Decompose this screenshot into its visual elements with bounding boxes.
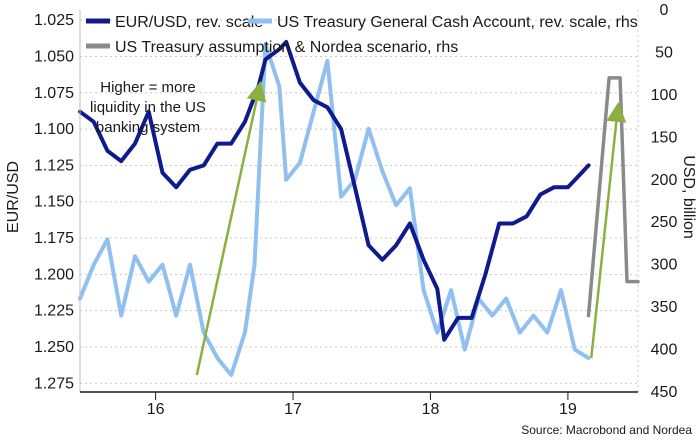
legend-label-scenario: US Treasury assumption & Nordea scenario… bbox=[115, 39, 458, 56]
right-tick-label: 300 bbox=[651, 257, 678, 274]
right-tick-label: 450 bbox=[651, 384, 678, 401]
legend: EUR/USD, rev. scale US Treasury General … bbox=[86, 14, 638, 56]
axes-layer bbox=[79, 10, 638, 393]
trend-arrow bbox=[195, 80, 267, 376]
right-tick-label: 350 bbox=[651, 299, 678, 316]
left-tick-label: 1.250 bbox=[34, 339, 74, 356]
annotation: Higher = more liquidity in the US bankin… bbox=[90, 79, 206, 136]
arrows-layer bbox=[195, 80, 627, 376]
source-note: Source: Macrobond and Nordea bbox=[521, 423, 692, 437]
left-tick-label: 1.050 bbox=[34, 48, 74, 65]
right-tick-label: 250 bbox=[651, 214, 678, 231]
legend-label-tga: US Treasury General Cash Account, rev. s… bbox=[277, 14, 638, 31]
x-tick-label: 18 bbox=[422, 401, 440, 418]
right-tick-label: 50 bbox=[655, 44, 673, 61]
right-tick-label: 100 bbox=[651, 87, 678, 104]
right-axis-title: USD, billion bbox=[680, 155, 697, 239]
series-line-eurusd bbox=[78, 40, 591, 342]
legend-label-eurusd: EUR/USD, rev. scale bbox=[115, 14, 263, 31]
x-tick-label: 19 bbox=[559, 401, 577, 418]
x-tick-label: 16 bbox=[147, 401, 165, 418]
left-tick-label: 1.275 bbox=[34, 375, 74, 392]
gridlines bbox=[80, 10, 639, 392]
left-tick-label: 1.125 bbox=[34, 157, 74, 174]
left-tick-label: 1.200 bbox=[34, 266, 74, 283]
left-tick-label: 1.025 bbox=[34, 12, 74, 29]
annotation-line-2: liquidity in the US bbox=[90, 99, 206, 116]
series-layer bbox=[78, 40, 640, 377]
left-tick-label: 1.150 bbox=[34, 194, 74, 211]
left-tick-label: 1.225 bbox=[34, 303, 74, 320]
series-line-tga bbox=[78, 42, 591, 377]
left-axis-title: EUR/USD bbox=[5, 161, 22, 233]
trend-arrow bbox=[590, 101, 627, 359]
right-tick-label: 400 bbox=[651, 342, 678, 359]
left-tick-label: 1.100 bbox=[34, 121, 74, 138]
right-tick-label: 150 bbox=[651, 129, 678, 146]
annotation-line-1: Higher = more bbox=[100, 79, 195, 96]
ticks-layer: 1.275 1.250 1.225 1.200 1.175 1.150 1.125 1.100… bbox=[34, 2, 677, 418]
left-tick-label: 1.075 bbox=[34, 85, 74, 102]
annotation-line-3: banking system bbox=[96, 119, 200, 136]
right-tick-label: 0 bbox=[660, 2, 669, 19]
right-tick-label: 200 bbox=[651, 172, 678, 189]
x-tick-label: 17 bbox=[284, 401, 302, 418]
left-tick-label: 1.175 bbox=[34, 230, 74, 247]
series-line-scenario bbox=[586, 76, 640, 318]
